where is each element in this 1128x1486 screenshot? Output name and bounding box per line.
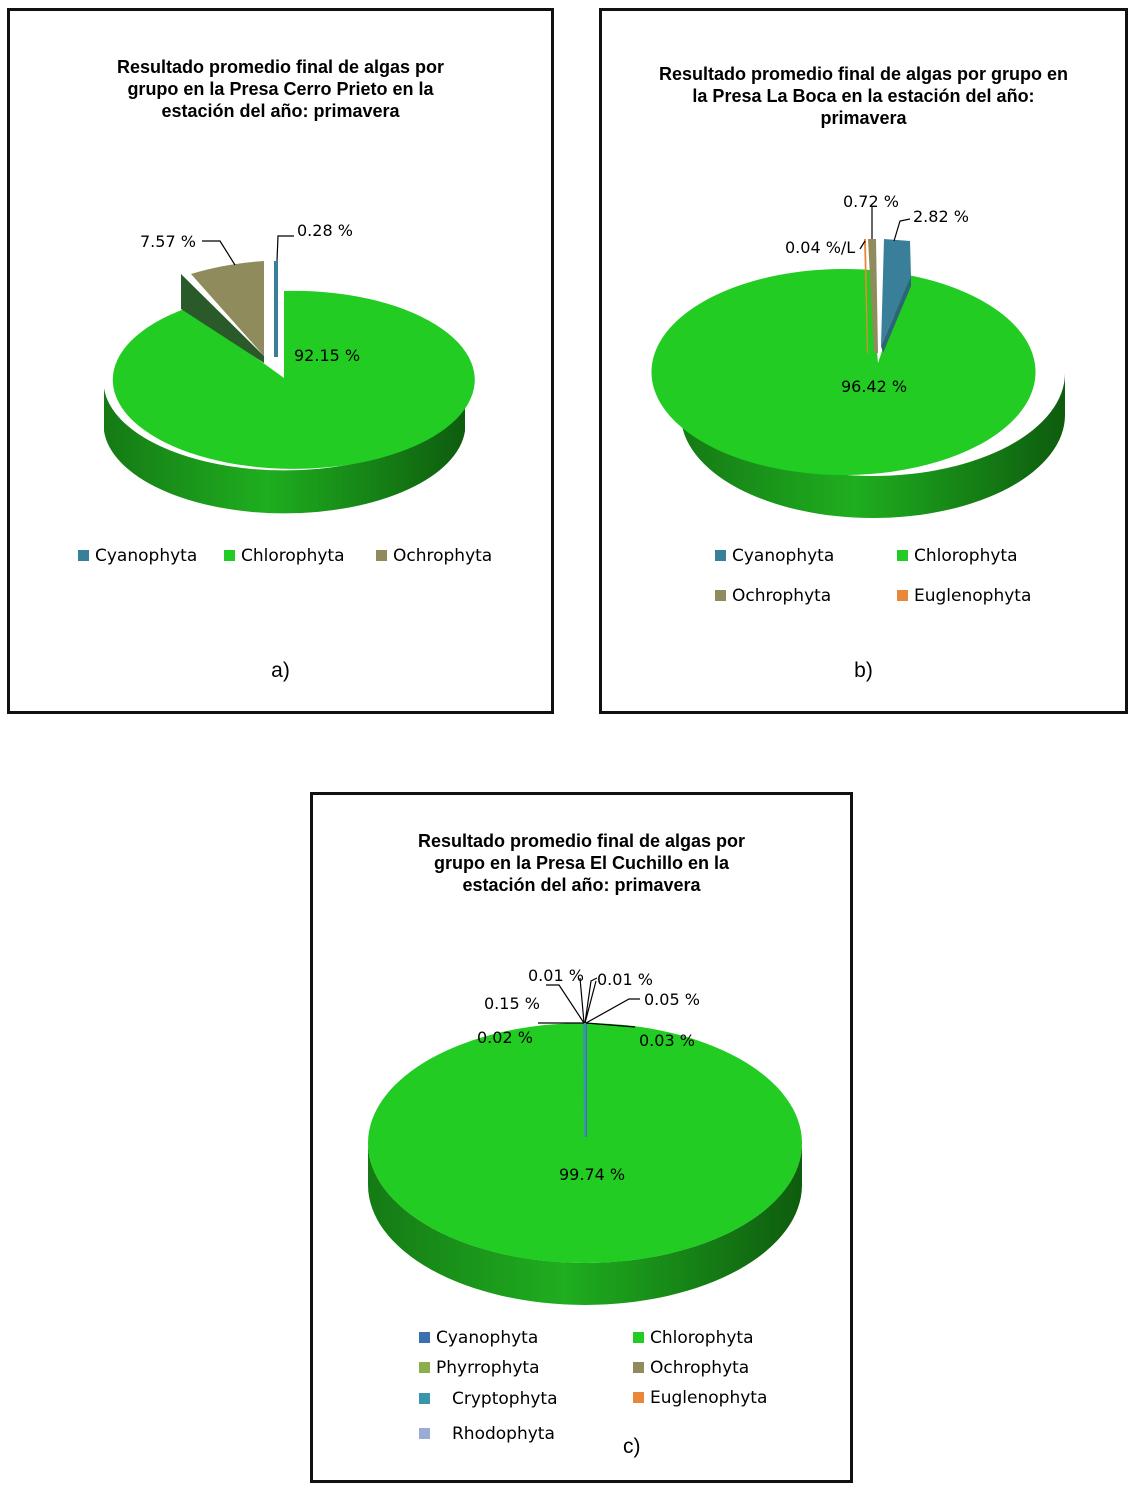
legend-item: Chlorophyta bbox=[633, 1328, 754, 1348]
data-label-chlorophyta: 96.42 % bbox=[841, 377, 907, 396]
legend-label: Cyanophyta bbox=[436, 1328, 539, 1348]
slice-euglenophyta bbox=[864, 239, 868, 353]
data-label-cyanophyta: 2.82 % bbox=[913, 207, 969, 226]
data-label-ochrophyta: 7.57 % bbox=[140, 232, 196, 251]
legend-swatch bbox=[715, 590, 726, 601]
legend-swatch bbox=[419, 1362, 430, 1373]
slice-ochrophyta bbox=[868, 239, 878, 353]
slice-cyanophyta bbox=[586, 1023, 587, 1137]
slice-ochrophyta-side bbox=[181, 274, 264, 363]
slice-ochrophyta bbox=[191, 261, 264, 356]
legend: Cyanophyta Chlorophyta Phyrrophyta Ochro… bbox=[313, 1328, 856, 1458]
legend-item: Chlorophyta bbox=[224, 546, 345, 566]
leader-lines bbox=[538, 977, 640, 1028]
legend-item: Rhodophyta bbox=[419, 1424, 555, 1444]
legend-item: Euglenophyta bbox=[633, 1388, 767, 1408]
data-label-cryptophyta: 0.15 % bbox=[484, 994, 540, 1013]
legend-swatch bbox=[419, 1393, 430, 1404]
legend-swatch bbox=[419, 1332, 430, 1343]
slice-cyanophyta bbox=[274, 261, 278, 357]
data-label-euglenophyta: 0.01 % bbox=[528, 966, 584, 985]
legend-label: Cyanophyta bbox=[95, 546, 198, 566]
legend-label: Chlorophyta bbox=[914, 546, 1018, 566]
legend-item: Cyanophyta bbox=[78, 546, 197, 566]
data-label-cyanophyta: 0.28 % bbox=[297, 221, 353, 240]
legend-swatch bbox=[224, 550, 235, 561]
legend-swatch bbox=[897, 550, 908, 561]
legend-swatch bbox=[897, 590, 908, 601]
legend-item: Phyrrophyta bbox=[419, 1358, 540, 1378]
legend-swatch bbox=[633, 1392, 644, 1403]
legend-label: Euglenophyta bbox=[650, 1388, 768, 1408]
slice-cyanophyta bbox=[881, 239, 911, 346]
legend-swatch bbox=[419, 1428, 430, 1439]
caption: b) bbox=[854, 659, 873, 682]
legend-label: Ochrophyta bbox=[732, 586, 832, 606]
data-label-rhodophyta: 0.01 % bbox=[597, 970, 653, 989]
chart-title: Resultado promedio final de algas por gr… bbox=[417, 831, 746, 895]
slice-chlorophyta-side bbox=[104, 388, 465, 514]
legend-swatch bbox=[633, 1362, 644, 1373]
legend: Cyanophyta Chlorophyta Ochrophyta Euglen… bbox=[602, 546, 1128, 616]
slice-chlorophyta bbox=[368, 1023, 802, 1263]
legend-label: Cryptophyta bbox=[452, 1389, 558, 1409]
slice-cyanophyta-side bbox=[881, 276, 911, 353]
chart-panel-c: Resultado promedio final de algas por gr… bbox=[310, 792, 853, 1483]
legend-label: Rhodophyta bbox=[452, 1424, 555, 1444]
legend-swatch bbox=[376, 550, 387, 561]
leader-line bbox=[276, 235, 294, 262]
chart-title: Resultado promedio final de algas por gr… bbox=[658, 64, 1069, 128]
data-label-ochrophyta: 0.02 % bbox=[477, 1028, 533, 1047]
legend-label: Euglenophyta bbox=[914, 586, 1032, 606]
data-label-chlorophyta: 99.74 % bbox=[559, 1165, 625, 1184]
legend-item: Ochrophyta bbox=[715, 586, 831, 606]
legend-item: Ochrophyta bbox=[633, 1358, 749, 1378]
chart-panel-a: Resultado promedio final de algas por gr… bbox=[7, 8, 554, 714]
legend-swatch bbox=[78, 550, 89, 561]
chart-panel-b: Resultado promedio final de algas por gr… bbox=[599, 8, 1128, 714]
legend-swatch bbox=[633, 1332, 644, 1343]
chart-title: Resultado promedio final de algas por gr… bbox=[116, 57, 445, 121]
legend-item: Cryptophyta bbox=[419, 1389, 558, 1409]
legend-label: Ochrophyta bbox=[393, 546, 493, 566]
legend-item: Chlorophyta bbox=[897, 546, 1018, 566]
leader-line bbox=[859, 240, 866, 250]
pie-chart-a: 7.57 % 0.28 % 92.15 % bbox=[104, 221, 475, 514]
data-label-chlorophyta: 92.15 % bbox=[294, 346, 360, 365]
leader-line bbox=[893, 218, 911, 242]
pie-chart-c: 0.01 % 0.01 % 0.15 % 0.05 % 0.02 % 0.03 … bbox=[368, 966, 802, 1305]
legend-item: Euglenophyta bbox=[897, 586, 1031, 606]
slice-chlorophyta bbox=[112, 290, 475, 469]
legend-label: Phyrrophyta bbox=[436, 1358, 540, 1378]
legend-item: Cyanophyta bbox=[419, 1328, 538, 1348]
legend-label: Chlorophyta bbox=[241, 546, 345, 566]
legend-label: Chlorophyta bbox=[650, 1328, 754, 1348]
leader-line bbox=[202, 240, 236, 266]
legend-swatch bbox=[715, 550, 726, 561]
data-label-cyanophyta: 0.05 % bbox=[644, 990, 700, 1009]
legend-label: Ochrophyta bbox=[650, 1358, 750, 1378]
data-label-ochrophyta: 0.72 % bbox=[843, 192, 899, 211]
caption: a) bbox=[271, 659, 290, 682]
data-label-phyrrophyta: 0.03 % bbox=[639, 1031, 695, 1050]
legend-item: Ochrophyta bbox=[376, 546, 492, 566]
slice-chlorophyta-side bbox=[681, 373, 1065, 518]
slice-cryptophyta bbox=[583, 1023, 586, 1137]
legend-label: Cyanophyta bbox=[732, 546, 835, 566]
slice-chlorophyta-side bbox=[368, 1143, 802, 1305]
pie-chart-b: 0.72 % 2.82 % 0.04 %/L 96.42 % bbox=[651, 192, 1065, 518]
legend-item: Cyanophyta bbox=[715, 546, 834, 566]
slice-chlorophyta bbox=[651, 269, 1036, 476]
data-label-euglenophyta: 0.04 %/L bbox=[785, 238, 855, 257]
caption: c) bbox=[623, 1435, 641, 1458]
legend: Cyanophyta Chlorophyta Ochrophyta bbox=[10, 546, 557, 570]
